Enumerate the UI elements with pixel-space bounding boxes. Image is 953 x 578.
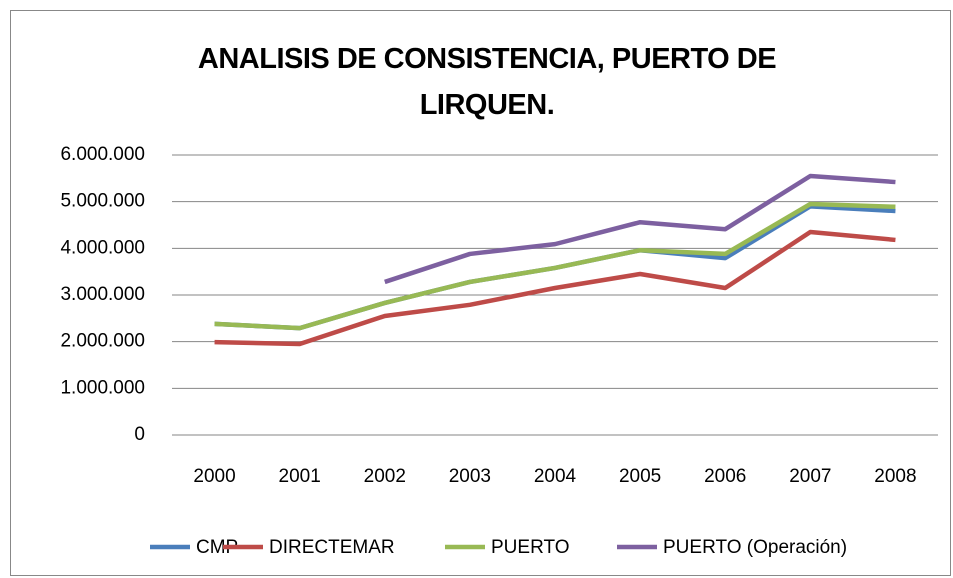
x-tick-label: 2001 — [279, 466, 321, 487]
x-tick-label: 2006 — [704, 466, 746, 487]
legend-label: CMP — [196, 537, 238, 558]
data-line — [384, 173, 896, 285]
chart-frame — [10, 10, 951, 576]
x-tick-label: 2005 — [619, 466, 661, 487]
data-line — [214, 201, 896, 331]
data-line — [214, 229, 896, 347]
y-tick-label: 2.000.000 — [60, 331, 145, 352]
x-tick-label: 2002 — [364, 466, 406, 487]
x-tick-label: 2008 — [874, 466, 916, 487]
legend-label: DIRECTEMAR — [269, 537, 395, 558]
y-tick-label: 5.000.000 — [60, 191, 145, 212]
chart-title: ANALISIS DE CONSISTENCIA, PUERTO DE LIRQ… — [197, 43, 777, 121]
x-tick-label: 2000 — [193, 466, 235, 487]
x-tick-label: 2004 — [534, 466, 577, 487]
y-tick-label: 1.000.000 — [60, 377, 145, 398]
y-tick-label: 6.000.000 — [60, 144, 145, 165]
legend-label: PUERTO — [491, 537, 570, 558]
y-tick-label: 0 — [134, 424, 145, 445]
y-tick-label: 4.000.000 — [60, 237, 145, 258]
x-tick-label: 2003 — [449, 466, 491, 487]
legend-label: PUERTO (Operación) — [663, 537, 847, 558]
x-tick-label: 2007 — [789, 466, 831, 487]
y-tick-label: 3.000.000 — [60, 284, 145, 305]
